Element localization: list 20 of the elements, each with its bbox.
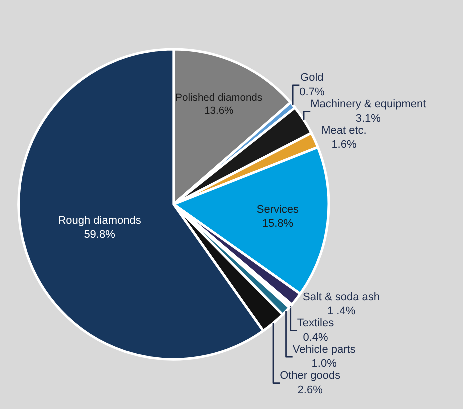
slice-label: Polished diamonds xyxy=(176,92,263,104)
slice-label: Services xyxy=(256,204,300,216)
data-label: 1.6% xyxy=(332,139,357,152)
slice-label: Textiles xyxy=(297,318,335,330)
data-label: 2.6% xyxy=(298,384,324,397)
slice-label: Machinery & equipment xyxy=(310,98,426,111)
slice-label: Other goods xyxy=(280,370,342,382)
data-label: 13.6% xyxy=(204,106,234,118)
slice-label: Vehicle parts xyxy=(292,344,356,356)
slice-label: Salt & soda ash xyxy=(303,291,380,304)
slice-label: Gold xyxy=(300,72,324,84)
data-label: 3.1% xyxy=(356,112,382,125)
data-label: 59.8% xyxy=(84,229,116,242)
data-label: 0.4% xyxy=(303,332,329,344)
data-label: 0.7% xyxy=(300,86,325,99)
slice-label: Meat etc. xyxy=(322,124,367,137)
data-label: 1.0% xyxy=(312,358,338,370)
data-label: 15.8% xyxy=(262,218,294,230)
data-label: 1 .4% xyxy=(327,306,356,318)
slice-label: Rough diamonds xyxy=(58,214,142,227)
